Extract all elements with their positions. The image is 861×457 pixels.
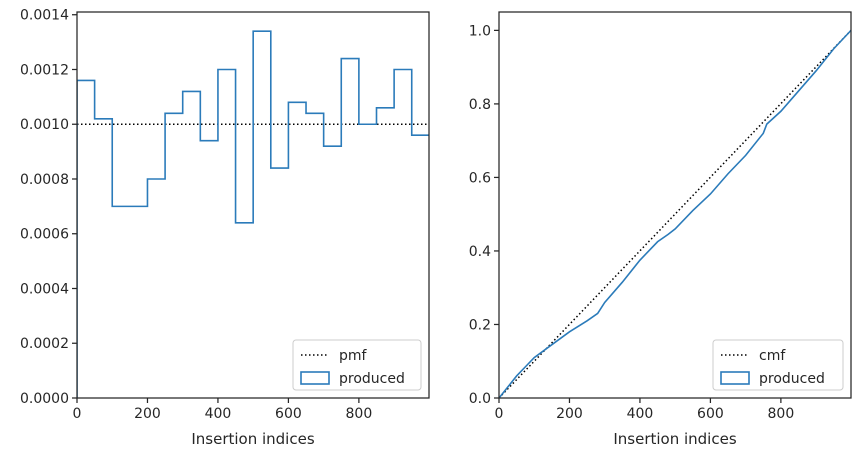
x-tick-label: 200 — [134, 406, 161, 422]
axes-frame — [498, 11, 852, 399]
x-tick-label: 600 — [275, 406, 302, 422]
series-cmf-line — [499, 29, 851, 398]
x-tick-label: 0 — [73, 406, 82, 422]
x-tick-label: 400 — [205, 406, 232, 422]
y-tick-label: 0.0 — [469, 391, 491, 407]
y-tick-label: 0.0004 — [20, 281, 69, 297]
legend-swatch-produced — [300, 371, 330, 385]
legend-label-produced: produced — [759, 371, 825, 387]
y-tick-label: 1.0 — [469, 23, 491, 39]
legend-swatch-produced — [720, 371, 750, 385]
x-tick-label: 800 — [346, 406, 373, 422]
x-axis-label: Insertion indices — [191, 430, 314, 448]
y-tick-label: 0.0014 — [20, 8, 69, 24]
plot-area — [499, 29, 851, 398]
y-tick-label: 0.4 — [469, 244, 491, 260]
series-produced-line — [499, 29, 851, 398]
y-tick-label: 0.0002 — [20, 336, 69, 352]
x-tick-label: 200 — [556, 406, 583, 422]
y-tick-label: 0.0010 — [20, 117, 69, 133]
pmf-chart: 0 200 400 600 800 0.0000 0.0002 0.0004 0.0006 0.0… — [20, 8, 430, 448]
x-tick-label: 400 — [627, 406, 654, 422]
y-tick-label: 0.0000 — [20, 391, 69, 407]
y-tick-label: 0.2 — [469, 317, 491, 333]
plot-area — [77, 30, 429, 398]
x-tick-label: 0 — [495, 406, 504, 422]
y-tick-label: 0.0012 — [20, 62, 69, 78]
y-tick-label: 0.6 — [469, 170, 491, 186]
axes-frame — [76, 11, 430, 399]
legend-label-produced: produced — [339, 371, 405, 387]
cmf-chart: 0 200 400 600 800 0.0 0.2 0.4 0.6 0.8 1.0 Insertion… — [469, 11, 852, 448]
x-tick-label: 800 — [768, 406, 795, 422]
series-produced-line — [77, 30, 429, 398]
y-tick-label: 0.0006 — [20, 227, 69, 243]
legend: cmf produced — [712, 339, 844, 391]
legend-box — [712, 339, 844, 391]
y-tick-label: 0.8 — [469, 97, 491, 113]
legend: pmf produced — [292, 339, 422, 391]
legend-label-pmf: pmf — [339, 348, 368, 364]
x-tick-label: 600 — [697, 406, 724, 422]
legend-box — [292, 339, 422, 391]
legend-label-cmf: cmf — [759, 348, 786, 364]
x-axis-label: Insertion indices — [613, 430, 736, 448]
y-tick-label: 0.0008 — [20, 172, 69, 188]
